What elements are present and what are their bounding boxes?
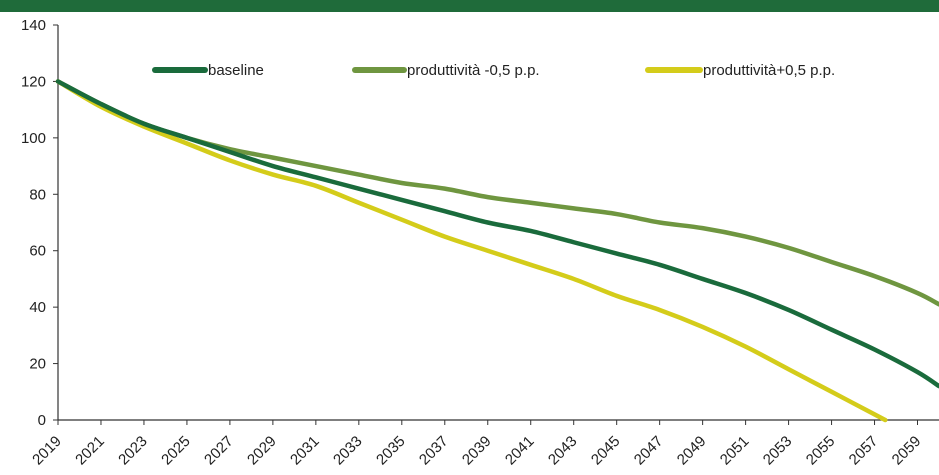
x-tick-label: 2029	[244, 433, 280, 469]
y-tick-label: 20	[29, 356, 46, 373]
x-tick-label: 2045	[588, 433, 624, 469]
x-tick-label: 2031	[287, 433, 323, 469]
series-line-2	[55, 79, 888, 423]
x-tick-label: 2049	[674, 433, 710, 469]
x-tick-label: 2019	[29, 433, 65, 469]
x-tick-label: 2039	[459, 433, 495, 469]
x-tick-label: 2051	[717, 433, 753, 469]
x-tick-label: 2043	[545, 433, 581, 469]
x-tick-label: 2027	[201, 433, 237, 469]
y-tick-label: 120	[21, 73, 46, 90]
legend-label-0: baseline	[208, 62, 264, 79]
series-line-1	[55, 79, 939, 307]
x-tick-label: 2059	[889, 433, 925, 469]
x-tick-label: 2021	[72, 433, 108, 469]
y-tick-label: 40	[29, 299, 46, 316]
y-tick-label: 60	[29, 243, 46, 260]
x-tick-label: 2057	[846, 433, 882, 469]
series-line-0	[55, 79, 939, 389]
x-tick-label: 2035	[373, 433, 409, 469]
x-tick-label: 2047	[631, 433, 667, 469]
x-tick-label: 2025	[158, 433, 194, 469]
y-tick-label: 0	[38, 412, 46, 429]
legend-label-2: produttività+0,5 p.p.	[703, 62, 835, 79]
y-tick-label: 140	[21, 17, 46, 34]
x-tick-label: 2023	[115, 433, 151, 469]
x-tick-label: 2055	[803, 433, 839, 469]
legend-label-1: produttività -0,5 p.p.	[407, 62, 540, 79]
x-tick-label: 2033	[330, 433, 366, 469]
header-band	[0, 0, 939, 12]
y-tick-label: 100	[21, 130, 46, 147]
y-tick-label: 80	[29, 186, 46, 203]
x-tick-label: 2053	[760, 433, 796, 469]
x-tick-label: 2037	[416, 433, 452, 469]
x-tick-label: 2041	[502, 433, 538, 469]
